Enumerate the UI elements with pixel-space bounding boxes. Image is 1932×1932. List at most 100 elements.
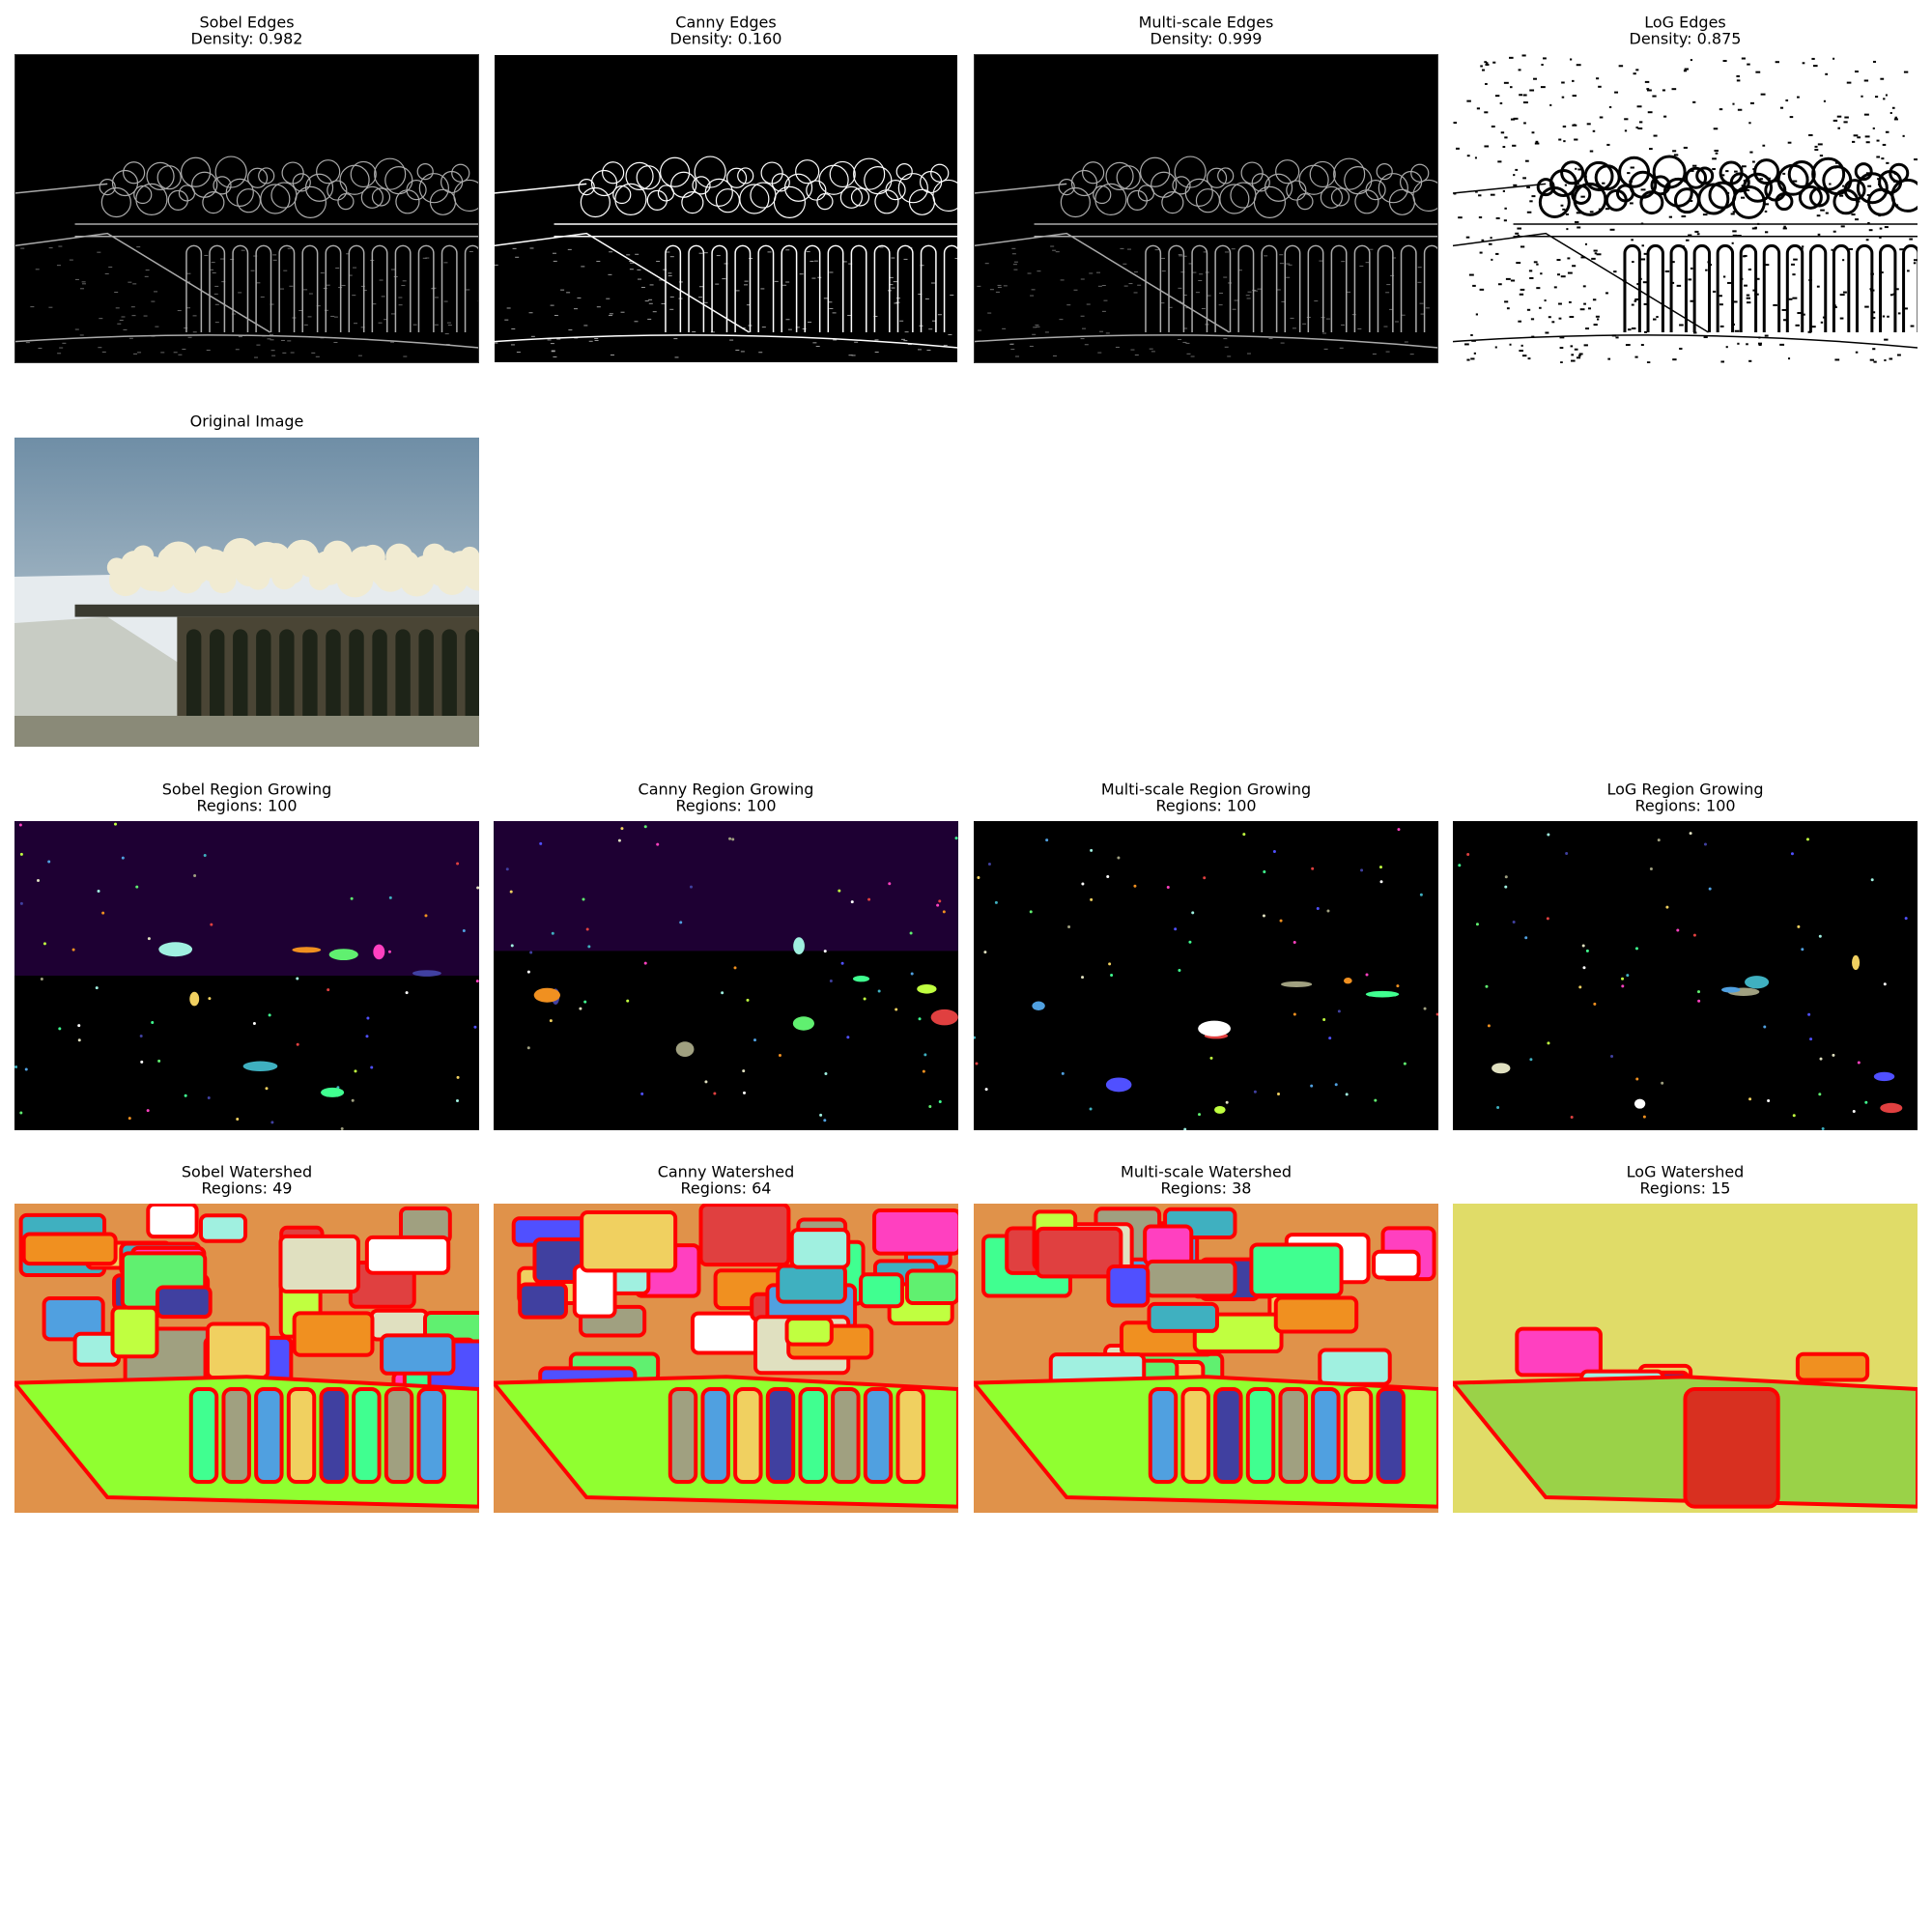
region-seed [1108, 962, 1112, 966]
edge-speck [325, 309, 329, 311]
region-seed [19, 1111, 23, 1115]
arch [1261, 244, 1278, 332]
edge-speck [1567, 257, 1571, 260]
arch [349, 629, 364, 716]
edge-speck [256, 282, 261, 284]
edge-speck [652, 311, 657, 313]
watershed-region [110, 1305, 159, 1359]
edge-speck [220, 258, 225, 260]
edge-speck [1522, 94, 1527, 97]
panel-title: Canny Watershed [658, 1163, 795, 1181]
edge-speck [724, 263, 728, 265]
edge-speck [1385, 292, 1390, 294]
edge-speck [1509, 343, 1512, 346]
edge-speck [1351, 314, 1356, 316]
edge-speck [1741, 165, 1747, 168]
edge-speck [1161, 257, 1166, 259]
arch [896, 244, 914, 332]
edge-speck [1486, 62, 1489, 65]
watershed-region [904, 1268, 958, 1306]
edge-speck [1885, 130, 1889, 133]
region-seed [1767, 1098, 1771, 1102]
edge-speck [212, 272, 216, 274]
edge-speck [1566, 228, 1569, 231]
edge-contour [406, 180, 427, 201]
arch [1855, 243, 1874, 332]
edge-speck [1692, 100, 1696, 103]
edge-speck [1576, 64, 1581, 67]
edge-speck [1314, 300, 1319, 302]
edge-speck [69, 259, 73, 261]
watershed-region [286, 1387, 317, 1484]
edge-speck [620, 311, 625, 313]
region-seed [1870, 878, 1874, 882]
edge-speck [594, 338, 599, 340]
edge-speck [1096, 271, 1101, 273]
edge-speck [887, 290, 892, 292]
edge-speck [626, 254, 631, 256]
edge-speck [802, 328, 807, 330]
edge-speck [1518, 320, 1522, 323]
edge-speck [1474, 156, 1477, 159]
edge-speck [588, 340, 593, 342]
edge-speck [393, 275, 398, 277]
edge-speck [1834, 166, 1837, 169]
region-seed [1435, 1012, 1438, 1016]
edge-speck [241, 249, 245, 251]
arch [348, 244, 365, 332]
region-blob [1032, 1001, 1045, 1010]
edge-contour [1890, 178, 1918, 213]
edge-speck [552, 252, 556, 254]
edge-speck [1842, 185, 1845, 187]
edge-speck [117, 323, 122, 325]
edge-speck [510, 344, 515, 346]
image-border [14, 54, 479, 363]
edge-speck [1732, 211, 1736, 213]
region-seed [1117, 856, 1121, 860]
panel-subtitle: Density: 0.982 [191, 30, 303, 48]
edge-speck [1727, 281, 1732, 284]
edge-speck [81, 283, 86, 285]
edge-speck [431, 288, 436, 290]
watershed-region [292, 1311, 375, 1357]
edge-speck [1712, 168, 1716, 171]
region-seed [1262, 914, 1265, 918]
edge-speck [1580, 256, 1586, 259]
edge-speck [669, 296, 674, 298]
edge-speck [1577, 355, 1581, 357]
region-seed [1904, 917, 1908, 921]
region-seed [942, 910, 946, 914]
edge-contour [1650, 175, 1671, 196]
region-seed [1818, 1093, 1822, 1096]
region-seed [731, 838, 735, 841]
region-seed [819, 1113, 823, 1117]
edge-contour [850, 187, 870, 207]
edge-speck [290, 352, 295, 354]
region-seed [529, 951, 533, 954]
edge-speck [656, 261, 661, 263]
region-seed [1397, 828, 1401, 832]
edge-speck [104, 272, 109, 274]
region-seed [1703, 842, 1707, 846]
edge-speck [1470, 333, 1473, 336]
region-blob [917, 983, 937, 994]
edge-speck [1543, 57, 1547, 60]
edge-speck [30, 339, 35, 341]
edge-speck [1011, 253, 1016, 255]
edge-speck [1886, 161, 1889, 164]
watershed-region [278, 1234, 360, 1293]
edge-speck [1672, 261, 1675, 264]
edge-speck [1502, 189, 1505, 192]
edge-speck [1541, 64, 1544, 67]
edge-speck [1839, 194, 1844, 197]
region-seed [1067, 924, 1071, 928]
panel-subtitle: Regions: 100 [1155, 797, 1256, 815]
arch [1423, 244, 1438, 332]
edge-speck [647, 318, 652, 320]
edge-speck [151, 335, 156, 337]
edge-speck [874, 351, 879, 353]
region-seed [918, 1017, 922, 1021]
edge-speck [1722, 275, 1726, 278]
arch [850, 244, 867, 332]
edge-speck [995, 291, 1000, 293]
